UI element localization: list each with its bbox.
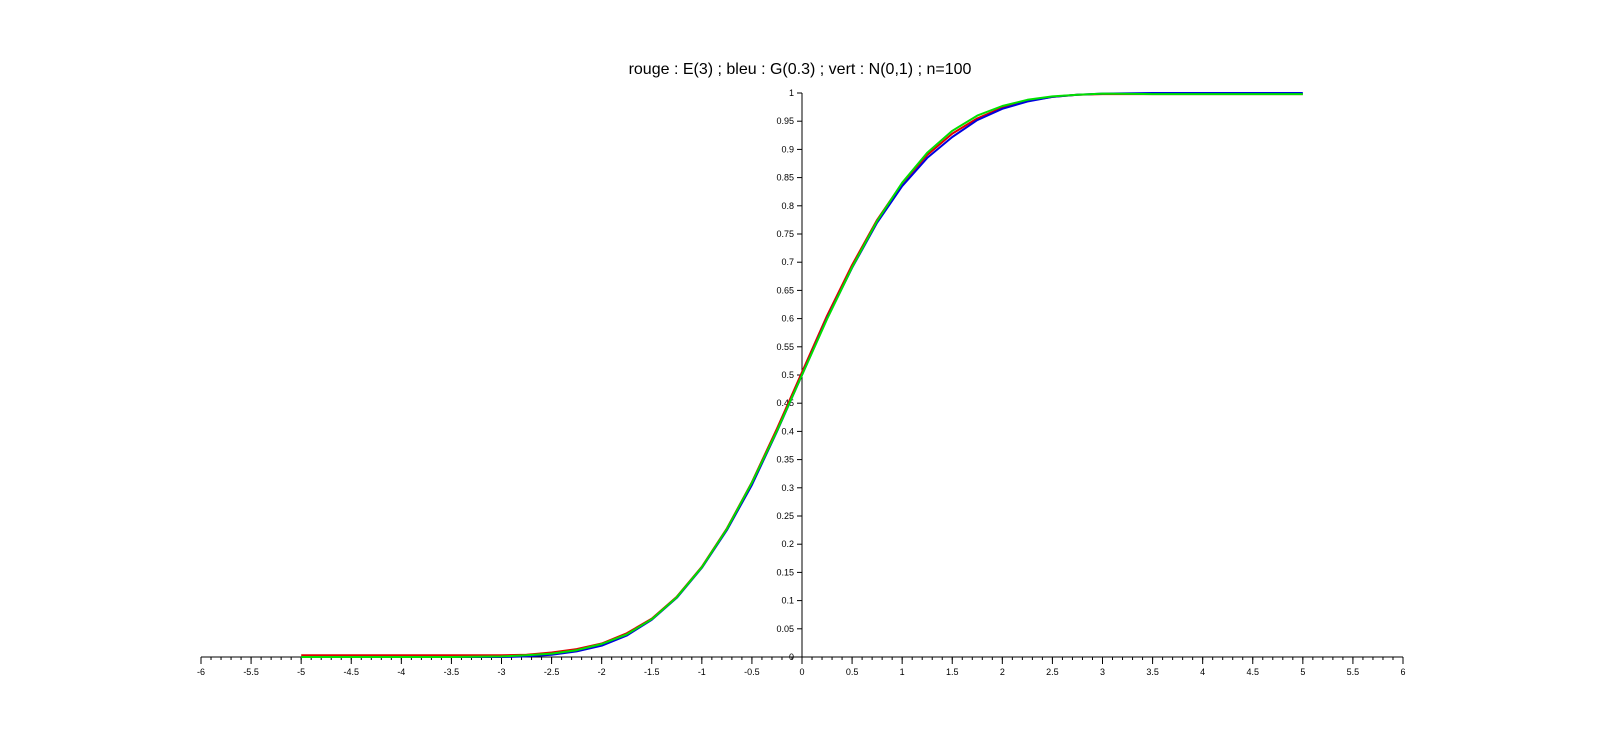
x-tick-label: -5 (297, 667, 305, 677)
x-tick-label: 4.5 (1246, 667, 1259, 677)
y-tick-label: 0.3 (781, 483, 794, 493)
series-line-2 (301, 92, 1303, 658)
y-tick-label: 0.6 (781, 314, 794, 324)
y-tick-label: 0 (789, 652, 794, 662)
y-tick-label: 0.75 (776, 229, 794, 239)
x-tick-label: -4.5 (343, 667, 359, 677)
series-layer (301, 92, 1303, 658)
chart-title: rouge : E(3) ; bleu : G(0.3) ; vert : N(… (628, 61, 972, 78)
x-tick-label: -3.5 (444, 667, 460, 677)
y-tick-label: 1 (789, 88, 794, 98)
x-tick-label: -0.5 (744, 667, 760, 677)
x-tick-label: 5 (1300, 667, 1305, 677)
y-tick-label: 0.25 (776, 511, 794, 521)
y-tick-label: 0.05 (776, 624, 794, 634)
x-tick-label: 2.5 (1046, 667, 1059, 677)
y-tick-label: 0.95 (776, 116, 794, 126)
x-tick-label: 1.5 (946, 667, 959, 677)
y-tick-label: 0.35 (776, 455, 794, 465)
y-tick-label: 0.4 (781, 426, 794, 436)
x-tick-label: -1.5 (644, 667, 660, 677)
x-tick-label: 5.5 (1347, 667, 1360, 677)
y-tick-label: 0.2 (781, 539, 794, 549)
x-tick-label: 4 (1200, 667, 1205, 677)
x-tick-label: -1 (698, 667, 706, 677)
y-tick-label: 0.55 (776, 342, 794, 352)
y-tick-label: 0.45 (776, 398, 794, 408)
y-tick-label: 0.7 (781, 257, 794, 267)
x-tick-label: 0 (799, 667, 804, 677)
x-tick-label: 3.5 (1146, 667, 1159, 677)
axes: -6 -5.5 -5 -4.5 -4 -3.5 -3 -2.5 -2 -1.5 -1 -0.5 0 0.5… (197, 88, 1406, 677)
x-tick-label: 6 (1400, 667, 1405, 677)
x-tick-label: -2.5 (544, 667, 560, 677)
y-tick-label: 0.1 (781, 596, 794, 606)
y-tick-label: 0.9 (781, 144, 794, 154)
x-tick-label: 1 (900, 667, 905, 677)
x-tick-label: 2 (1000, 667, 1005, 677)
x-tick-label: -4 (397, 667, 405, 677)
y-tick-label: 0.65 (776, 285, 794, 295)
x-tick-label: -6 (197, 667, 205, 677)
x-tick-label: -3 (497, 667, 505, 677)
x-tick-label: -5.5 (243, 667, 259, 677)
y-tick-label: 0.8 (781, 201, 794, 211)
x-tick-label: 0.5 (846, 667, 859, 677)
y-tick-label: 0.15 (776, 567, 794, 577)
y-tick-label: 0.85 (776, 173, 794, 183)
x-tick-label: -2 (598, 667, 606, 677)
y-tick-label: 0.5 (781, 370, 794, 380)
x-tick-label: 3 (1100, 667, 1105, 677)
